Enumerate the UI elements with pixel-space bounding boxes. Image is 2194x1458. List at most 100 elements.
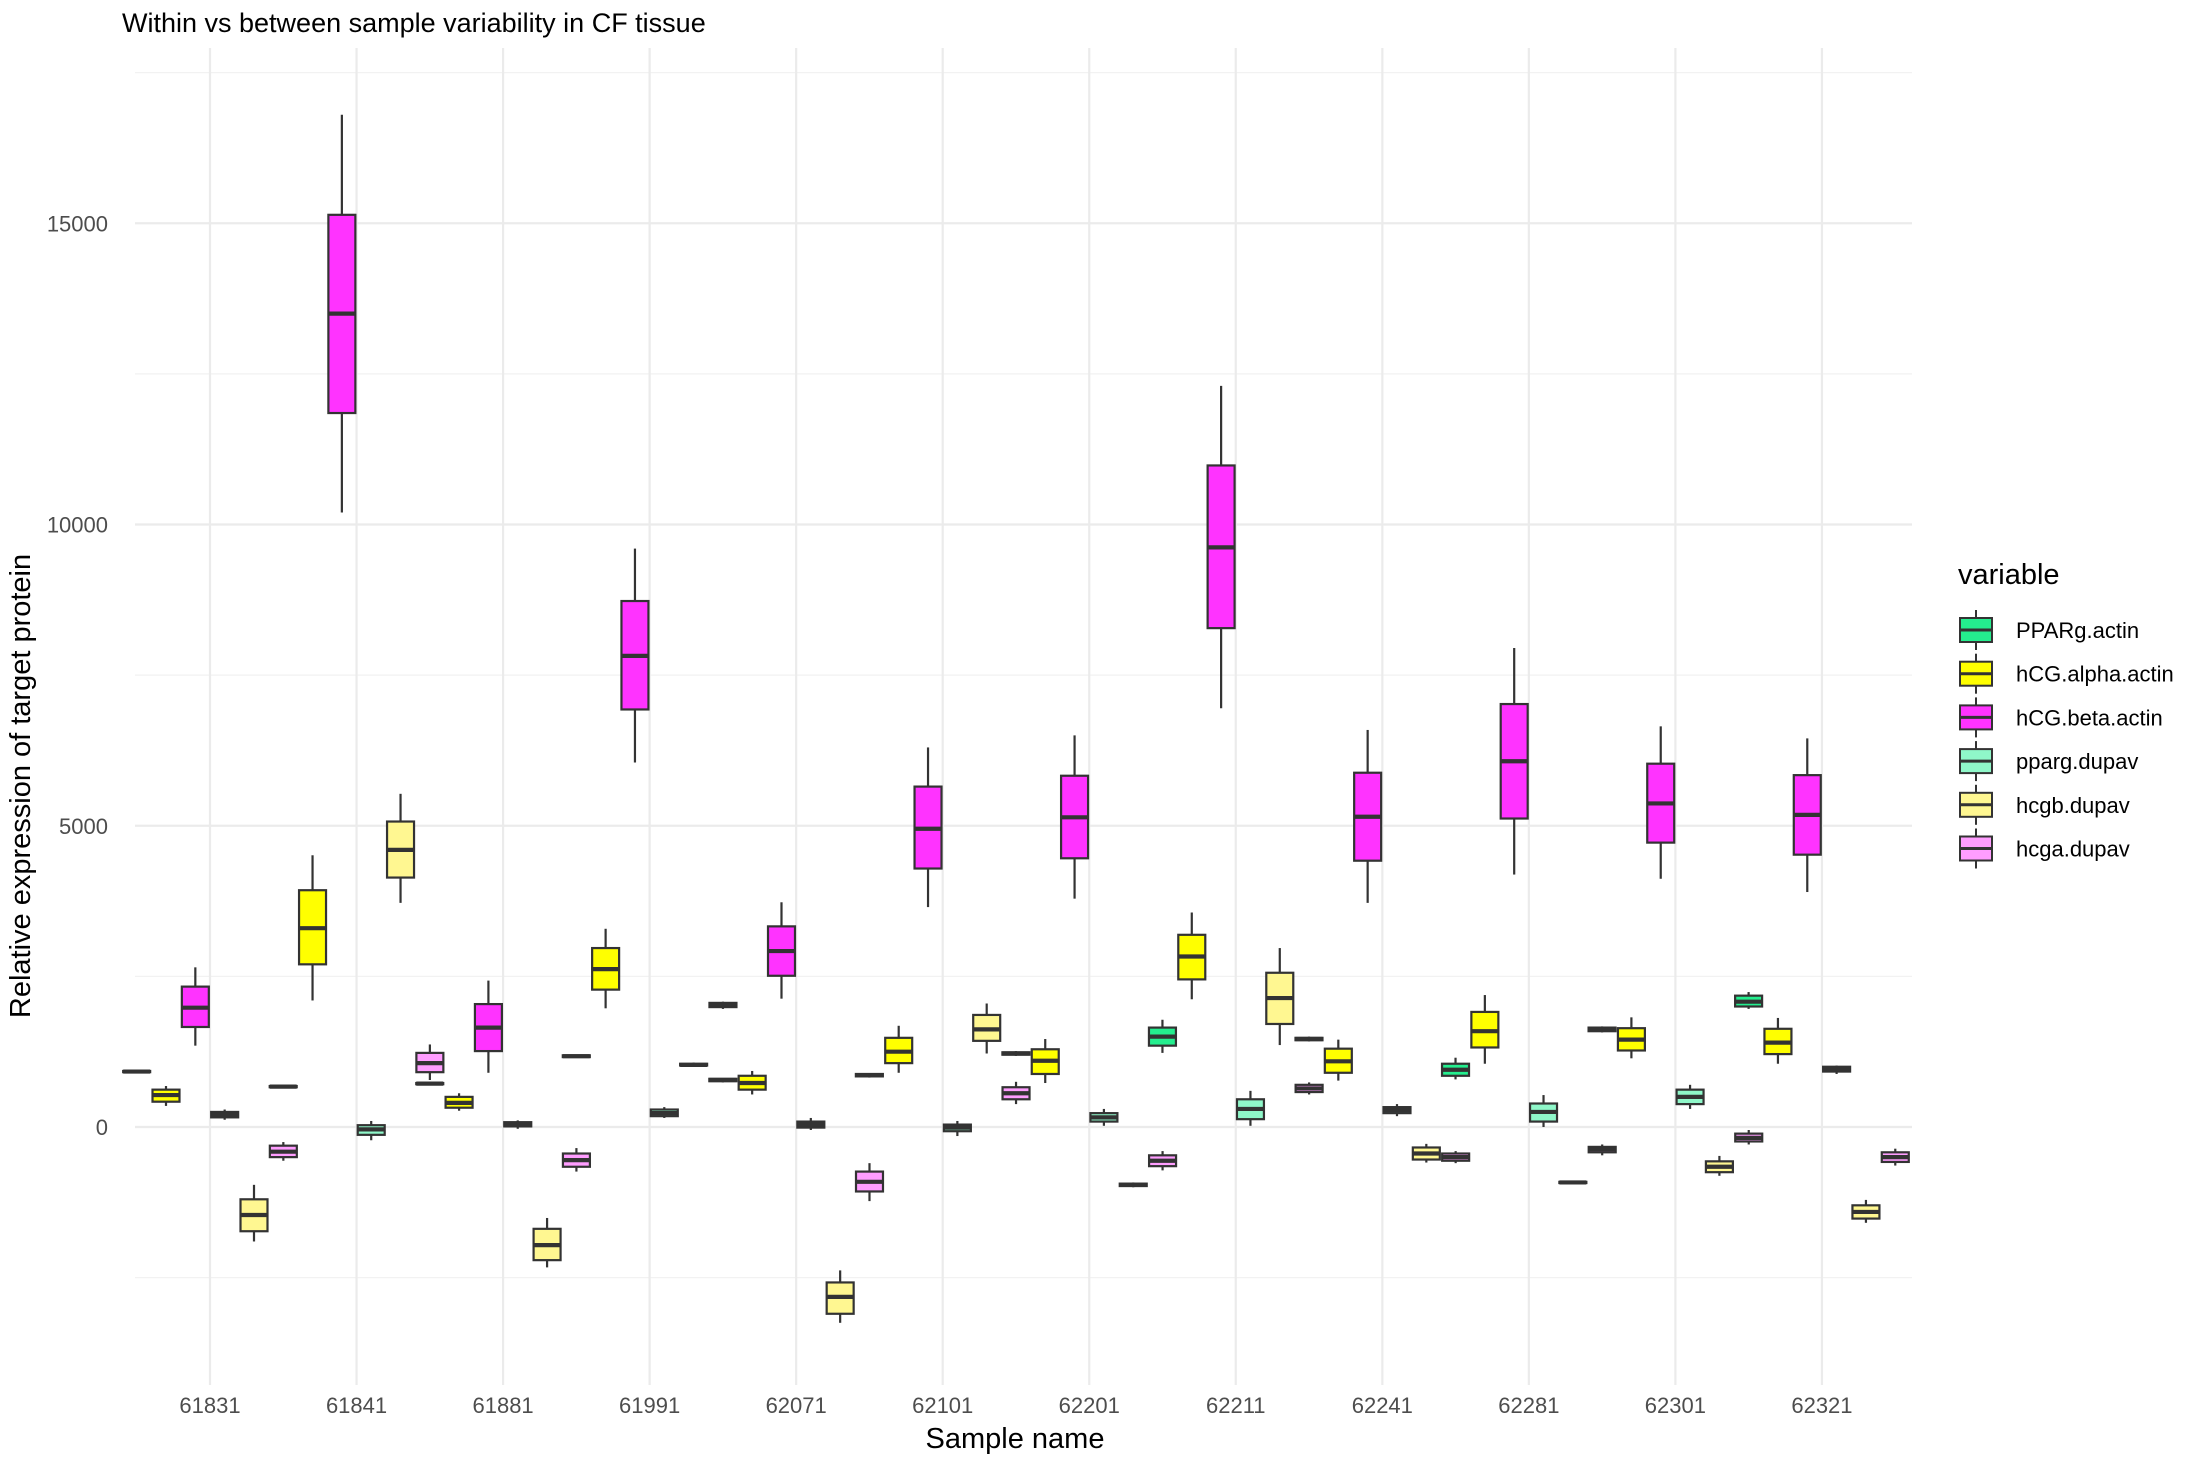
legend-item-pparg.dupav: pparg.dupav bbox=[1959, 741, 2138, 782]
y-tick-label: 10000 bbox=[47, 513, 108, 538]
y-tick-label: 0 bbox=[96, 1115, 108, 1140]
x-axis-title: Sample name bbox=[926, 1423, 1105, 1455]
x-axis-ticks: 61831 61841 61881 61991 62071 62101 62201 62211… bbox=[179, 1393, 1852, 1418]
legend-item-PPARg.actin: PPARg.actin bbox=[1959, 610, 2139, 650]
box-pparg.dupav-62281 bbox=[1528, 1095, 1559, 1127]
box-hCG.alpha.actin-62101 bbox=[884, 1025, 914, 1073]
box-hcgb.dupav-62241 bbox=[1411, 1143, 1441, 1163]
x-tick-label: 62071 bbox=[766, 1393, 827, 1418]
x-tick-label: 62211 bbox=[1206, 1393, 1266, 1418]
y-tick-label: 5000 bbox=[59, 814, 108, 839]
box-hCG.alpha.actin-62281 bbox=[1470, 995, 1500, 1064]
box-hCG.alpha.actin-62071 bbox=[737, 1070, 767, 1095]
box-hCG.beta.actin-61841 bbox=[327, 114, 357, 513]
x-tick-label: 61841 bbox=[326, 1393, 387, 1418]
box-hcga.dupav-62321 bbox=[1880, 1148, 1910, 1166]
box-hCG.beta.actin-62281 bbox=[1499, 648, 1529, 875]
box-hCG.beta.actin-62321 bbox=[1792, 738, 1822, 893]
box-PPARg.actin-61991 bbox=[561, 1054, 591, 1059]
legend-title: variable bbox=[1958, 559, 2060, 591]
box-hcga.dupav-61991 bbox=[708, 1001, 738, 1009]
box-hcgb.dupav-62101 bbox=[972, 1003, 1002, 1054]
legend-label: hcgb.dupav bbox=[2016, 793, 2130, 818]
legend-label: pparg.dupav bbox=[2016, 749, 2138, 774]
box-hcga.dupav-61841 bbox=[415, 1044, 445, 1081]
box-hcgb.dupav-62281 bbox=[1558, 1180, 1588, 1185]
x-tick-label: 62281 bbox=[1498, 1393, 1559, 1418]
legend-items: PPARg.actin hCG.alpha.actin hCG.beta.actin… bbox=[1959, 610, 2174, 869]
box-pparg.dupav-62071 bbox=[796, 1117, 826, 1131]
legend: variable PPARg.actin hCG.alpha.actin hCG.b… bbox=[1958, 559, 2174, 869]
x-tick-label: 62241 bbox=[1352, 1393, 1413, 1418]
chart-title: Within vs between sample variability in … bbox=[122, 8, 706, 38]
box-pparg.dupav-61991 bbox=[649, 1107, 679, 1118]
box-hcgb.dupav-62301 bbox=[1704, 1155, 1734, 1176]
box-hcga.dupav-62211 bbox=[1294, 1082, 1324, 1095]
box-pparg.dupav-62241 bbox=[1382, 1104, 1412, 1117]
box-hcga.dupav-62101 bbox=[1001, 1081, 1031, 1105]
box-hCG.alpha.actin-62211 bbox=[1177, 912, 1207, 1000]
box-PPARg.actin-62281 bbox=[1440, 1057, 1471, 1080]
box-hcgb.dupav-61991 bbox=[679, 1062, 709, 1068]
box-hCG.beta.actin-61831 bbox=[180, 967, 210, 1046]
box-PPARg.actin-62241 bbox=[1294, 1036, 1324, 1042]
x-tick-label: 62321 bbox=[1791, 1393, 1852, 1418]
box-PPARg.actin-61841 bbox=[268, 1084, 298, 1089]
x-tick-label: 62201 bbox=[1059, 1393, 1120, 1418]
box-PPARg.actin-62321 bbox=[1734, 992, 1764, 1009]
box-hcgb.dupav-61831 bbox=[239, 1184, 269, 1242]
legend-item-hcga.dupav: hcga.dupav bbox=[1959, 828, 2130, 869]
legend-label: hCG.beta.actin bbox=[2016, 705, 2163, 730]
legend-label: PPARg.actin bbox=[2016, 618, 2139, 643]
box-hCG.alpha.actin-61831 bbox=[151, 1086, 181, 1106]
box-hCG.alpha.actin-62301 bbox=[1616, 1017, 1646, 1059]
box-hCG.beta.actin-62071 bbox=[766, 902, 797, 999]
y-axis-title: Relative expression of target protein bbox=[5, 554, 37, 1018]
x-tick-label: 61991 bbox=[619, 1393, 680, 1418]
x-tick-label: 62101 bbox=[912, 1393, 973, 1418]
box-PPARg.actin-62071 bbox=[708, 1077, 738, 1083]
box-hCG.beta.actin-62101 bbox=[913, 747, 943, 908]
box-hCG.beta.actin-62201 bbox=[1059, 735, 1090, 899]
legend-label: hcga.dupav bbox=[2016, 837, 2130, 862]
box-hCG.beta.actin-62241 bbox=[1353, 729, 1383, 903]
box-PPARg.actin-62101 bbox=[854, 1072, 884, 1078]
box-hcgb.dupav-62201 bbox=[1118, 1182, 1148, 1188]
box-pparg.dupav-62301 bbox=[1675, 1084, 1705, 1109]
y-tick-label: 15000 bbox=[47, 211, 108, 236]
box-hcga.dupav-62071 bbox=[854, 1163, 885, 1202]
box-hcga.dupav-62281 bbox=[1587, 1144, 1617, 1156]
box-pparg.dupav-62201 bbox=[1089, 1108, 1119, 1126]
x-tick-label: 62301 bbox=[1645, 1393, 1706, 1418]
box-pparg.dupav-62211 bbox=[1235, 1090, 1266, 1126]
box-PPARg.actin-62201 bbox=[1001, 1051, 1031, 1056]
box-layer bbox=[122, 114, 1910, 1323]
box-pparg.dupav-62321 bbox=[1822, 1065, 1852, 1074]
box-hCG.alpha.actin-62241 bbox=[1323, 1039, 1353, 1081]
box-hcgb.dupav-61841 bbox=[385, 793, 416, 903]
box-hcgb.dupav-62211 bbox=[1265, 948, 1295, 1046]
legend-item-hCG.beta.actin: hCG.beta.actin bbox=[1959, 697, 2163, 738]
box-hCG.beta.actin-62301 bbox=[1646, 726, 1676, 879]
box-hCG.beta.actin-61881 bbox=[473, 980, 504, 1073]
box-hCG.beta.actin-61991 bbox=[620, 548, 650, 763]
box-hcgb.dupav-61881 bbox=[532, 1217, 562, 1268]
box-hcga.dupav-61831 bbox=[268, 1142, 298, 1161]
legend-label: hCG.alpha.actin bbox=[2016, 662, 2174, 687]
box-pparg.dupav-61841 bbox=[356, 1120, 386, 1141]
y-axis-ticks: 0 5000 10000 15000 bbox=[47, 211, 108, 1140]
box-pparg.dupav-62101 bbox=[942, 1120, 972, 1137]
legend-item-hCG.alpha.actin: hCG.alpha.actin bbox=[1959, 653, 2174, 694]
box-hcga.dupav-62241 bbox=[1441, 1151, 1471, 1164]
box-hcgb.dupav-62071 bbox=[825, 1270, 855, 1323]
box-PPARg.actin-61881 bbox=[415, 1081, 445, 1086]
box-pparg.dupav-61881 bbox=[503, 1120, 533, 1129]
box-PPARg.actin-62301 bbox=[1587, 1026, 1617, 1033]
box-hcga.dupav-62201 bbox=[1147, 1151, 1178, 1171]
box-hCG.alpha.actin-62201 bbox=[1030, 1039, 1060, 1084]
box-PPARg.actin-61831 bbox=[122, 1069, 152, 1074]
box-PPARg.actin-62211 bbox=[1147, 1019, 1178, 1053]
plot-grid bbox=[135, 48, 1912, 1385]
box-hCG.alpha.actin-61881 bbox=[444, 1093, 474, 1111]
